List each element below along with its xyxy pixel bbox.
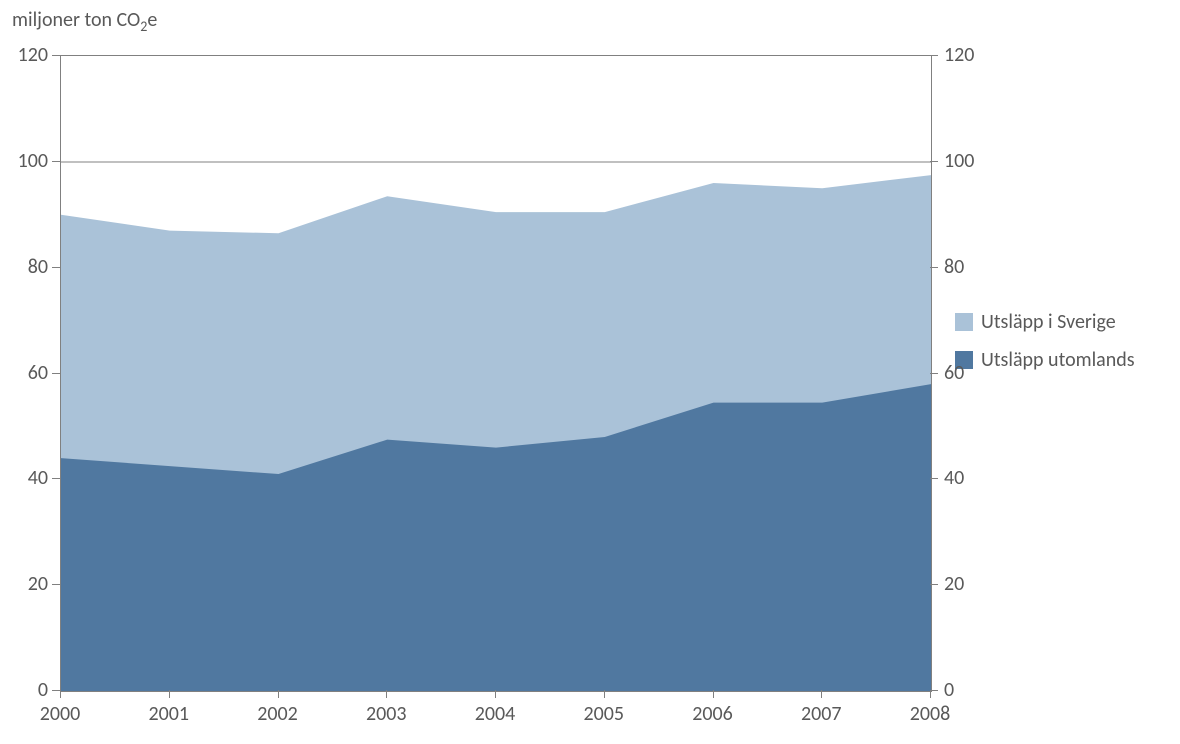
- x-tick: [930, 690, 931, 698]
- y-tick-label-left: 60: [4, 361, 48, 385]
- y-tick-right: [930, 690, 938, 691]
- x-tick-label: 2003: [366, 702, 407, 726]
- y-tick-label-right: 0: [944, 678, 954, 702]
- y-tick-right: [930, 267, 938, 268]
- y-tick-label-right: 40: [944, 466, 964, 490]
- y-tick-left: [52, 267, 60, 268]
- chart-page: miljoner ton CO2e Utsläpp i SverigeUtslä…: [0, 0, 1180, 744]
- x-tick: [604, 690, 605, 698]
- legend: Utsläpp i Sverige Utsläpp utomlands: [955, 310, 1135, 386]
- y-axis-title: miljoner ton CO2e: [12, 8, 157, 35]
- x-tick-label: 2002: [257, 702, 298, 726]
- chart-svg: [61, 56, 931, 691]
- y-tick-label-left: 80: [4, 255, 48, 279]
- x-tick: [60, 690, 61, 698]
- x-tick: [386, 690, 387, 698]
- y-tick-left: [52, 478, 60, 479]
- x-tick-label: 2001: [148, 702, 189, 726]
- y-tick-label-right: 60: [944, 361, 964, 385]
- x-tick-label: 2008: [910, 702, 951, 726]
- legend-label: Utsläpp utomlands: [981, 348, 1135, 372]
- plot-area: [60, 55, 932, 692]
- legend-item: Utsläpp utomlands: [955, 348, 1135, 372]
- x-tick-label: 2004: [475, 702, 516, 726]
- y-tick-left: [52, 373, 60, 374]
- y-tick-right: [930, 584, 938, 585]
- y-tick-left: [52, 55, 60, 56]
- y-tick-right: [930, 55, 938, 56]
- y-tick-label-right: 20: [944, 572, 964, 596]
- x-tick: [278, 690, 279, 698]
- x-tick-label: 2007: [801, 702, 842, 726]
- y-tick-label-left: 120: [4, 43, 48, 67]
- x-tick-label: 2000: [40, 702, 81, 726]
- x-tick: [169, 690, 170, 698]
- legend-item: Utsläpp i Sverige: [955, 310, 1135, 334]
- y-tick-label-right: 100: [944, 149, 974, 173]
- y-tick-right: [930, 161, 938, 162]
- x-tick: [713, 690, 714, 698]
- x-tick-label: 2005: [583, 702, 624, 726]
- x-tick: [495, 690, 496, 698]
- y-tick-left: [52, 690, 60, 691]
- y-tick-label-left: 100: [4, 149, 48, 173]
- legend-label: Utsläpp i Sverige: [981, 310, 1116, 334]
- y-tick-label-left: 0: [4, 678, 48, 702]
- y-tick-label-left: 40: [4, 466, 48, 490]
- legend-swatch: [955, 313, 973, 331]
- x-tick: [821, 690, 822, 698]
- x-tick-label: 2006: [692, 702, 733, 726]
- y-tick-right: [930, 373, 938, 374]
- y-tick-right: [930, 478, 938, 479]
- y-tick-label-left: 20: [4, 572, 48, 596]
- y-tick-left: [52, 161, 60, 162]
- y-tick-left: [52, 584, 60, 585]
- y-tick-label-right: 120: [944, 43, 974, 67]
- y-tick-label-right: 80: [944, 255, 964, 279]
